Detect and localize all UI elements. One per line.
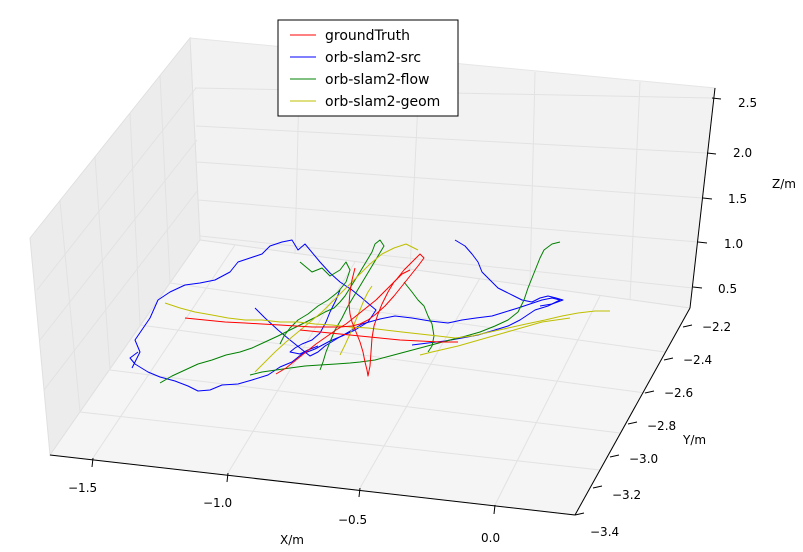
series-line-orb-slam2-src — [129, 239, 377, 392]
series-line-groundTruth-3 — [299, 329, 458, 343]
trajectories — [129, 239, 610, 392]
series-line-orb-slam2-geom-2 — [254, 243, 419, 373]
y-axis-line — [574, 307, 691, 516]
x-axis-label: X/m — [280, 533, 304, 547]
legend-label-orb-slam2-geom: orb-slam2-geom — [325, 94, 440, 110]
x-tick-labels: −1.5 −1.0 −0.5 0.0 — [68, 481, 500, 545]
x-axis-line — [49, 454, 576, 516]
series-line-orb-slam2-geom — [164, 302, 610, 339]
z-tick-label: 2.5 — [738, 96, 757, 110]
series-line-orb-slam2-src-4 — [289, 289, 341, 355]
axes — [49, 87, 716, 516]
z-tick-label: 0.5 — [718, 282, 737, 296]
z-tick-label: 2.0 — [733, 146, 752, 160]
y-tick-label: −3.2 — [612, 488, 641, 502]
y-axis-label: Y/m — [682, 433, 706, 447]
series-line-orb-slam2-geom-4 — [339, 285, 373, 356]
x-tick-label: −1.5 — [68, 481, 97, 495]
z-tick-label: 1.0 — [724, 237, 743, 251]
series-line-orb-slam2-src-2 — [254, 297, 561, 357]
series-line-orb-slam2-src-3 — [454, 239, 564, 307]
y-tick-label: −3.4 — [590, 525, 619, 539]
y-tick-label: −2.6 — [664, 386, 693, 400]
legend: groundTruth orb-slam2-src orb-slam2-flow… — [277, 19, 459, 117]
series-line-orb-slam2-flow-4 — [403, 281, 435, 353]
series-line-groundTruth-2 — [348, 267, 411, 377]
legend-label-orb-slam2-src: orb-slam2-src — [325, 50, 421, 66]
y-tick-label: −3.0 — [629, 452, 658, 466]
series-line-orb-slam2-geom-3 — [419, 317, 571, 356]
y-tick-label: −2.4 — [683, 353, 712, 367]
z-axis-label: Z/m — [772, 177, 796, 191]
x-tick-label: −0.5 — [338, 513, 367, 527]
legend-label-groundTruth: groundTruth — [325, 28, 410, 44]
x-tick-label: −1.0 — [203, 496, 232, 510]
legend-box — [277, 19, 459, 117]
tick-marks — [91, 97, 722, 516]
series-line-orb-slam2-flow-3 — [279, 261, 351, 345]
z-tick-labels: 0.5 1.0 1.5 2.0 2.5 — [718, 96, 757, 296]
legend-label-orb-slam2-flow: orb-slam2-flow — [325, 72, 429, 88]
series-line-groundTruth — [184, 253, 425, 375]
x-tick-label: 0.0 — [481, 531, 500, 545]
y-tick-label: −2.8 — [647, 419, 676, 433]
y-tick-label: −2.2 — [702, 320, 731, 334]
z-axis-line — [689, 87, 716, 309]
z-tick-label: 1.5 — [728, 192, 747, 206]
y-tick-labels: −2.2 −2.4 −2.6 −2.8 −3.0 −3.2 −3.4 — [590, 320, 731, 539]
